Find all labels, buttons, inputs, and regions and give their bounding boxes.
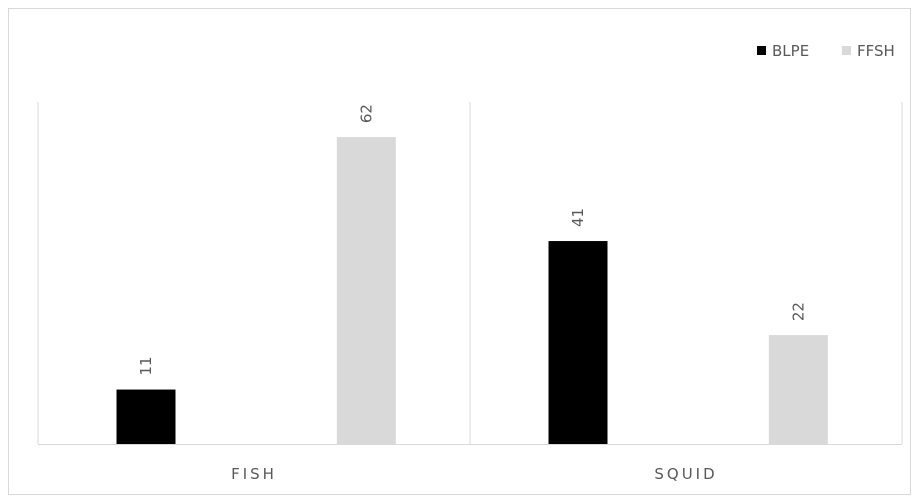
legend-label-ffsh: FFSH [857,42,895,60]
category-label-squid: SQUID [654,465,717,483]
legend-swatch-ffsh [842,46,851,55]
category-label-fish: FISH [231,465,277,483]
bar-blpe-squid [548,241,608,444]
legend-swatch-blpe [757,46,766,55]
bar-ffsh-squid [768,335,828,444]
legend-label-blpe: BLPE [772,42,809,60]
data-label-ffsh-fish: 62 [357,104,375,123]
data-label-ffsh-squid: 22 [789,302,807,321]
data-label-blpe-squid: 41 [569,208,587,227]
bar-blpe-fish [116,389,176,444]
bar-ffsh-fish [336,137,396,444]
plot-area: 11 62 FISH 41 22 SQUID [37,102,903,483]
data-label-blpe-fish: 11 [137,356,155,375]
legend: BLPE FFSH [757,42,895,60]
